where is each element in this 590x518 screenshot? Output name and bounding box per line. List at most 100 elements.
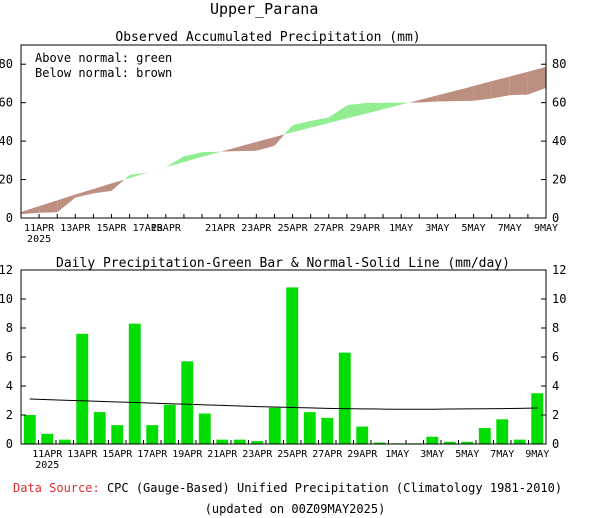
below-normal-area xyxy=(21,206,40,215)
below-normal-area xyxy=(437,90,456,102)
above-normal-area xyxy=(124,174,130,180)
x-tick-label: 27APR xyxy=(314,223,345,234)
above-normal-area xyxy=(202,151,221,157)
y-tick-label-right: 0 xyxy=(552,437,559,451)
precip-bar xyxy=(513,439,526,444)
x-tick-label: 13APR xyxy=(60,223,91,234)
daily-chart-title: Daily Precipitation-Green Bar & Normal-S… xyxy=(56,256,510,271)
y-tick-label-left: 12 xyxy=(0,263,13,277)
precip-bar xyxy=(128,323,141,444)
y-tick-label-left: 10 xyxy=(0,292,13,306)
daily-precipitation-chart: Daily Precipitation-Green Bar & Normal-S… xyxy=(0,256,566,471)
precip-bar xyxy=(356,426,369,444)
precip-bar xyxy=(461,441,474,444)
accumulated-chart-title: Observed Accumulated Precipitation (mm) xyxy=(115,30,420,45)
precip-bar xyxy=(181,361,194,444)
legend-below-normal: Below normal: brown xyxy=(35,66,172,80)
x-tick-label: 27APR xyxy=(312,449,343,460)
below-normal-area xyxy=(238,141,257,152)
x-tick-label: 17APR xyxy=(133,223,164,234)
above-normal-area xyxy=(129,172,148,179)
x-tick-label: 15APR xyxy=(96,223,127,234)
precip-bar xyxy=(76,333,89,444)
x-tick-label: 18APR xyxy=(151,223,182,234)
precip-bar xyxy=(111,425,124,444)
below-normal-area xyxy=(455,85,474,102)
y-tick-label-right: 40 xyxy=(552,134,566,148)
updated-text: (updated on 00Z09MAY2025) xyxy=(204,502,386,516)
y-tick-label-left: 4 xyxy=(6,379,13,393)
x-year-label: 2025 xyxy=(35,460,59,471)
precip-bar xyxy=(58,439,71,444)
x-tick-label: 25APR xyxy=(277,449,308,460)
x-tick-label: 13APR xyxy=(67,449,98,460)
y-tick-label-right: 8 xyxy=(552,321,559,335)
y-tick-label-left: 80 xyxy=(0,57,13,71)
below-normal-area xyxy=(93,183,112,194)
x-tick-label: 17APR xyxy=(137,449,168,460)
below-normal-area xyxy=(39,200,58,213)
precip-bar xyxy=(426,436,439,444)
x-tick-label: 1MAY xyxy=(385,449,409,460)
precip-bar xyxy=(373,442,386,444)
y-tick-label-right: 6 xyxy=(552,350,559,364)
x-tick-label: 15APR xyxy=(102,449,133,460)
y-tick-label-left: 2 xyxy=(6,408,13,422)
below-normal-area xyxy=(274,134,285,146)
x-tick-label: 5MAY xyxy=(462,223,486,234)
data-source-line: Data Source: CPC (Gauge-Based) Unified P… xyxy=(0,481,590,495)
precip-bar xyxy=(93,412,106,444)
above-normal-area xyxy=(292,120,311,133)
accumulated-plot-frame xyxy=(20,44,547,219)
below-normal-area xyxy=(111,179,125,191)
below-normal-area xyxy=(256,137,275,151)
above-normal-area xyxy=(284,125,293,135)
normal-line xyxy=(29,398,538,410)
x-tick-label: 21APR xyxy=(205,223,236,234)
y-tick-label-left: 0 xyxy=(6,437,13,451)
above-normal-area xyxy=(183,152,203,163)
figure-title: Upper_Parana xyxy=(210,0,318,18)
y-tick-label-right: 0 xyxy=(552,211,559,225)
precip-bar xyxy=(268,407,281,444)
x-year-label: 2025 xyxy=(27,234,51,245)
above-normal-area xyxy=(364,102,384,114)
below-normal-area xyxy=(509,71,528,96)
x-tick-label: 3MAY xyxy=(420,449,444,460)
precip-bar xyxy=(198,413,211,444)
below-normal-area xyxy=(491,76,510,99)
y-tick-label-right: 60 xyxy=(552,96,566,110)
precip-bar xyxy=(41,433,54,444)
x-tick-label: 9MAY xyxy=(534,223,558,234)
precip-bar xyxy=(321,417,334,444)
x-tick-label: 9MAY xyxy=(525,449,549,460)
above-normal-area xyxy=(401,102,410,105)
x-tick-label: 1MAY xyxy=(389,223,413,234)
x-tick-label: 25APR xyxy=(277,223,308,234)
y-tick-label-right: 2 xyxy=(552,408,559,422)
above-normal-area xyxy=(346,103,365,119)
x-tick-label: 29APR xyxy=(350,223,381,234)
x-tick-label: 7MAY xyxy=(490,449,514,460)
precip-bar xyxy=(478,428,491,444)
legend-above-normal: Above normal: green xyxy=(35,51,172,65)
below-normal-area xyxy=(419,95,438,103)
data-source-text: CPC (Gauge-Based) Unified Precipitation … xyxy=(106,481,563,495)
above-normal-area xyxy=(310,117,329,128)
y-tick-label-right: 12 xyxy=(552,263,566,277)
x-tick-label: 23APR xyxy=(242,449,273,460)
y-tick-label-right: 10 xyxy=(552,292,566,306)
y-tick-label-right: 4 xyxy=(552,379,559,393)
y-tick-label-left: 8 xyxy=(6,321,13,335)
precip-bar xyxy=(303,412,316,444)
x-tick-label: 23APR xyxy=(241,223,272,234)
y-tick-label-right: 80 xyxy=(552,57,566,71)
x-tick-label: 11APR xyxy=(24,223,55,234)
above-normal-area xyxy=(383,102,402,110)
precip-bar xyxy=(531,393,544,444)
precip-bar xyxy=(286,287,299,444)
below-normal-area xyxy=(75,188,94,198)
x-tick-label: 19APR xyxy=(172,449,203,460)
below-normal-area xyxy=(220,146,239,152)
